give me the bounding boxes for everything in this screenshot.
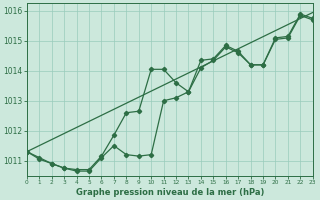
X-axis label: Graphe pression niveau de la mer (hPa): Graphe pression niveau de la mer (hPa) xyxy=(76,188,264,197)
